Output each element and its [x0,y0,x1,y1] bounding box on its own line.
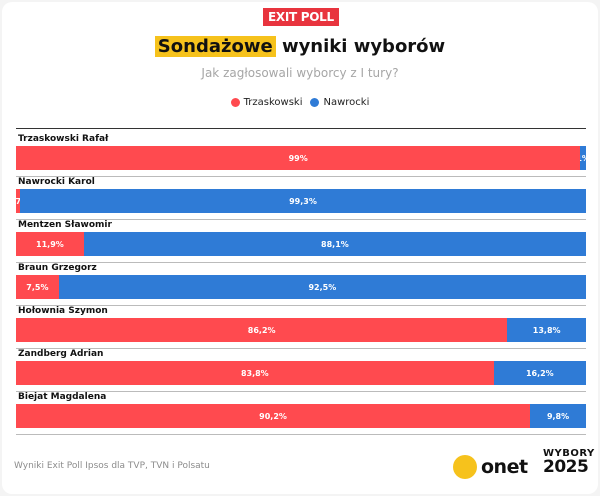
row-divider [16,348,586,349]
bar-segment-trzaskowski: 83,8% [16,361,494,385]
bar-segment-trzaskowski: 86,2% [16,318,508,342]
bar-segment-trzaskowski: 0,7% [16,189,20,213]
bar-segment-trzaskowski: 11,9% [16,232,84,256]
stacked-bar: 86,2% 13,8% [16,318,586,342]
onet-logo-dot-icon [453,455,477,479]
row-label: Nawrocki Karol [18,177,95,187]
onet-logo: onet [453,455,528,479]
legend: Trzaskowski Nawrocki [0,97,600,108]
stacked-bar: 7,5% 92,5% [16,275,586,299]
legend-item-nawrocki: Nawrocki [310,97,369,108]
row-label: Trzaskowski Rafał [18,134,109,144]
bar-segment-nawrocki: 92,5% [58,275,586,299]
bar-segment-nawrocki: 99,3% [19,189,586,213]
stacked-bar: 90,2% 9,8% [16,404,586,428]
row-label: Biejat Magdalena [18,392,107,402]
chart-top-divider [16,128,586,129]
row-divider [16,262,586,263]
legend-label-trzaskowski: Trzaskowski [243,97,303,108]
legend-item-trzaskowski: Trzaskowski [230,97,303,108]
chart-subtitle: Jak zagłosowali wyborcy z I tury? [201,66,399,80]
bar-segment-nawrocki: 16,2% [493,361,586,385]
row-label: Hołownia Szymon [18,306,108,316]
row-divider [16,176,586,177]
legend-swatch-nawrocki [310,98,320,107]
stacked-bar: 0,7%99,3% [16,189,586,213]
bar-segment-nawrocki: 88,1% [83,232,586,256]
chart-title: Sondażowe wyniki wyborów [0,36,600,57]
bar-segment-nawrocki: 13,8% [507,318,586,342]
bar-segment-nawrocki: 9,8% [530,404,586,428]
row-label: Mentzen Sławomir [18,220,112,230]
title-highlight: Sondażowe [154,36,276,57]
legend-label-nawrocki: Nawrocki [323,97,370,108]
title-rest: wyniki wyborów [281,36,446,57]
stacked-bar: 99%1% [16,146,586,170]
source-note: Wyniki Exit Poll Ipsos dla TVP, TVN i Po… [14,461,210,471]
row-divider [16,305,586,306]
exit-poll-badge: EXIT POLL [263,8,339,26]
row-divider [16,391,586,392]
bar-segment-trzaskowski: 90,2% [16,404,531,428]
wybory-logo-line1: WYBORY [543,448,595,459]
bar-segment-nawrocki: 1% [580,146,586,170]
legend-swatch-trzaskowski [230,98,240,107]
row-divider [16,219,586,220]
onet-logo-text: onet [481,456,528,478]
row-divider [16,434,586,435]
row-label: Braun Grzegorz [18,263,97,273]
stacked-bar: 11,9% 88,1% [16,232,586,256]
bar-segment-trzaskowski: 7,5% [16,275,59,299]
row-label: Zandberg Adrian [18,349,104,359]
stacked-bar: 83,8% 16,2% [16,361,586,385]
wybory-2025-logo: WYBORY 2025 [543,448,595,476]
wybory-logo-line2: 2025 [543,457,589,477]
bar-segment-trzaskowski: 99% [16,146,581,170]
